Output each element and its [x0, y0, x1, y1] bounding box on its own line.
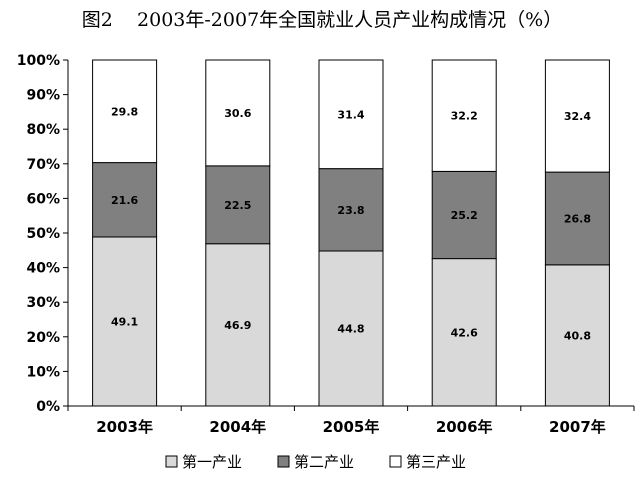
data-label: 49.1	[111, 315, 138, 328]
x-tick-label: 2007年	[549, 418, 606, 436]
x-tick-label: 2003年	[96, 418, 153, 436]
x-tick-label: 2005年	[323, 418, 380, 436]
chart-title: 图2 2003年-2007年全国就业人员产业构成情况（%）	[81, 9, 563, 31]
x-tick-label: 2006年	[436, 418, 493, 436]
y-tick-label: 80%	[26, 122, 60, 138]
x-tick-label: 2004年	[209, 418, 266, 436]
legend-swatch	[277, 455, 290, 468]
y-tick-label: 90%	[26, 88, 60, 104]
legend-label: 第一产业	[182, 453, 242, 471]
data-label: 32.2	[451, 110, 478, 123]
y-tick-label: 70%	[26, 157, 60, 173]
legend-swatch	[389, 455, 402, 468]
y-tick-label: 30%	[26, 295, 60, 311]
bar-segment	[318, 250, 384, 407]
bar-segment	[205, 243, 271, 407]
legend-label: 第二产业	[294, 453, 354, 471]
y-tick-label: 10%	[26, 364, 60, 380]
legend-swatch	[165, 455, 178, 468]
data-label: 22.5	[224, 199, 251, 212]
bar-segment	[205, 165, 271, 245]
bar-segment	[318, 59, 384, 170]
data-label: 29.8	[111, 105, 138, 118]
y-tick-label: 0%	[36, 399, 60, 415]
data-label: 40.8	[564, 329, 591, 342]
bar-segment	[205, 59, 271, 167]
y-tick-label: 20%	[26, 330, 60, 346]
data-label: 25.2	[451, 209, 478, 222]
y-tick-label: 100%	[17, 53, 60, 69]
y-tick-label: 50%	[26, 226, 60, 242]
bar-segment	[544, 59, 610, 173]
bar-segment	[544, 171, 610, 266]
bar-segment	[431, 258, 497, 407]
data-label: 30.6	[224, 107, 251, 120]
data-label: 26.8	[564, 212, 591, 225]
bar-segment	[318, 168, 384, 252]
data-label: 23.8	[337, 204, 364, 217]
bar-segment	[92, 59, 158, 164]
data-label: 21.6	[111, 194, 138, 207]
data-label: 44.8	[337, 322, 364, 335]
y-tick-label: 40%	[26, 261, 60, 277]
bar-segment	[431, 59, 497, 172]
data-label: 46.9	[224, 319, 251, 332]
data-label: 31.4	[337, 108, 364, 121]
legend-label: 第三产业	[406, 453, 466, 471]
bar-segment	[431, 170, 497, 260]
data-label: 32.4	[564, 110, 591, 123]
bar-segment	[544, 264, 610, 407]
y-tick-label: 60%	[26, 191, 60, 207]
data-label: 42.6	[451, 326, 478, 339]
